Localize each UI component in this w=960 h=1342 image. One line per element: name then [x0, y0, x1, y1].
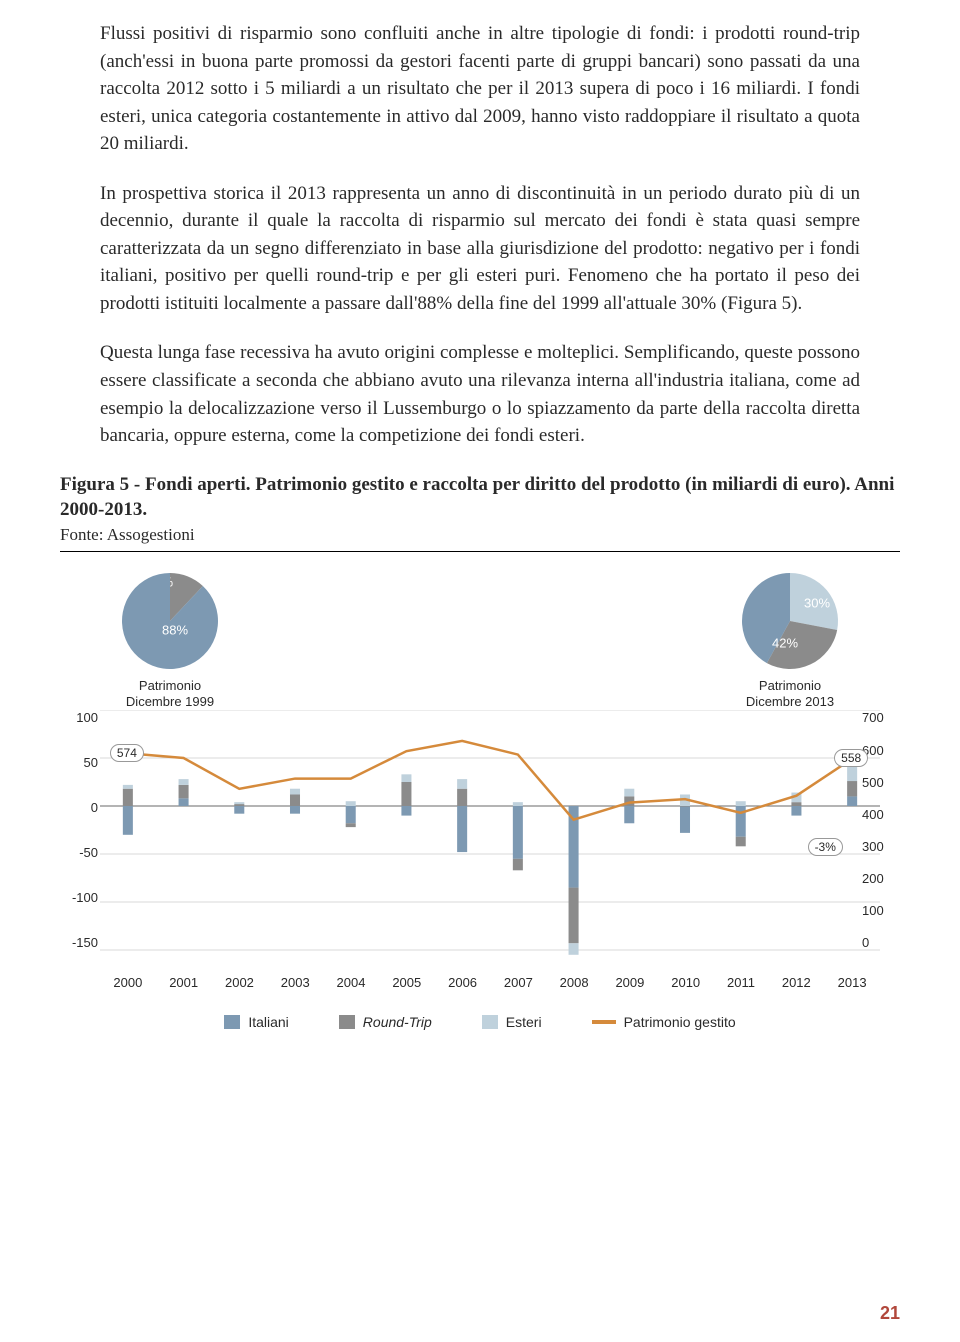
page-number: 21: [880, 1303, 900, 1324]
callout-last: 558: [834, 749, 868, 767]
pie-1999-cap2: Dicembre 1999: [126, 694, 214, 709]
pie-2013-caption: Patrimonio Dicembre 2013: [746, 678, 834, 711]
swatch-line: [592, 1020, 616, 1024]
legend-italiani-label: Italiani: [248, 1014, 288, 1030]
pie-row: 12%88% Patrimonio Dicembre 1999 28%30%42…: [60, 566, 900, 711]
legend-roundtrip-label: Round-Trip: [363, 1014, 432, 1030]
figure-source: Fonte: Assogestioni: [60, 525, 900, 545]
figure-title: Figura 5 - Fondi aperti. Patrimonio gest…: [60, 472, 900, 523]
pie-1999-cap1: Patrimonio: [139, 678, 201, 693]
body-paragraph-3: Questa lunga fase recessiva ha avuto ori…: [100, 339, 860, 449]
legend-esteri-label: Esteri: [506, 1014, 542, 1030]
body-paragraph-1: Flussi positivi di risparmio sono conflu…: [100, 20, 860, 158]
chart-svg: [100, 710, 880, 970]
pie-1999-svg: 12%88%: [105, 566, 235, 676]
chart-legend: Italiani Round-Trip Esteri Patrimonio ge…: [60, 1014, 900, 1030]
svg-text:42%: 42%: [772, 635, 798, 650]
swatch-italiani: [224, 1015, 240, 1029]
swatch-esteri: [482, 1015, 498, 1029]
svg-text:30%: 30%: [804, 595, 830, 610]
pie-1999: 12%88% Patrimonio Dicembre 1999: [90, 566, 250, 711]
pie-2013: 28%30%42% Patrimonio Dicembre 2013: [710, 566, 870, 711]
pie-2013-cap1: Patrimonio: [759, 678, 821, 693]
combo-chart: 100500-50-100-150 7006005004003002001000…: [60, 710, 900, 1000]
x-axis-labels: 2000200120022003200420052006200720082009…: [100, 975, 880, 990]
callout-first: 574: [110, 744, 144, 762]
figure-5: 12%88% Patrimonio Dicembre 1999 28%30%42…: [60, 566, 900, 1031]
swatch-roundtrip: [339, 1015, 355, 1029]
pie-2013-cap2: Dicembre 2013: [746, 694, 834, 709]
legend-italiani: Italiani: [224, 1014, 288, 1030]
legend-patrimonio: Patrimonio gestito: [592, 1014, 736, 1030]
figure-rule: [60, 551, 900, 552]
y-axis-left: 100500-50-100-150: [60, 710, 98, 950]
svg-text:88%: 88%: [162, 622, 188, 637]
legend-patrimonio-label: Patrimonio gestito: [624, 1014, 736, 1030]
pie-1999-caption: Patrimonio Dicembre 1999: [126, 678, 214, 711]
legend-esteri: Esteri: [482, 1014, 542, 1030]
callout-pct: -3%: [808, 838, 843, 856]
legend-roundtrip: Round-Trip: [339, 1014, 432, 1030]
pie-2013-svg: 28%30%42%: [725, 566, 855, 676]
body-paragraph-2: In prospettiva storica il 2013 rappresen…: [100, 180, 860, 318]
